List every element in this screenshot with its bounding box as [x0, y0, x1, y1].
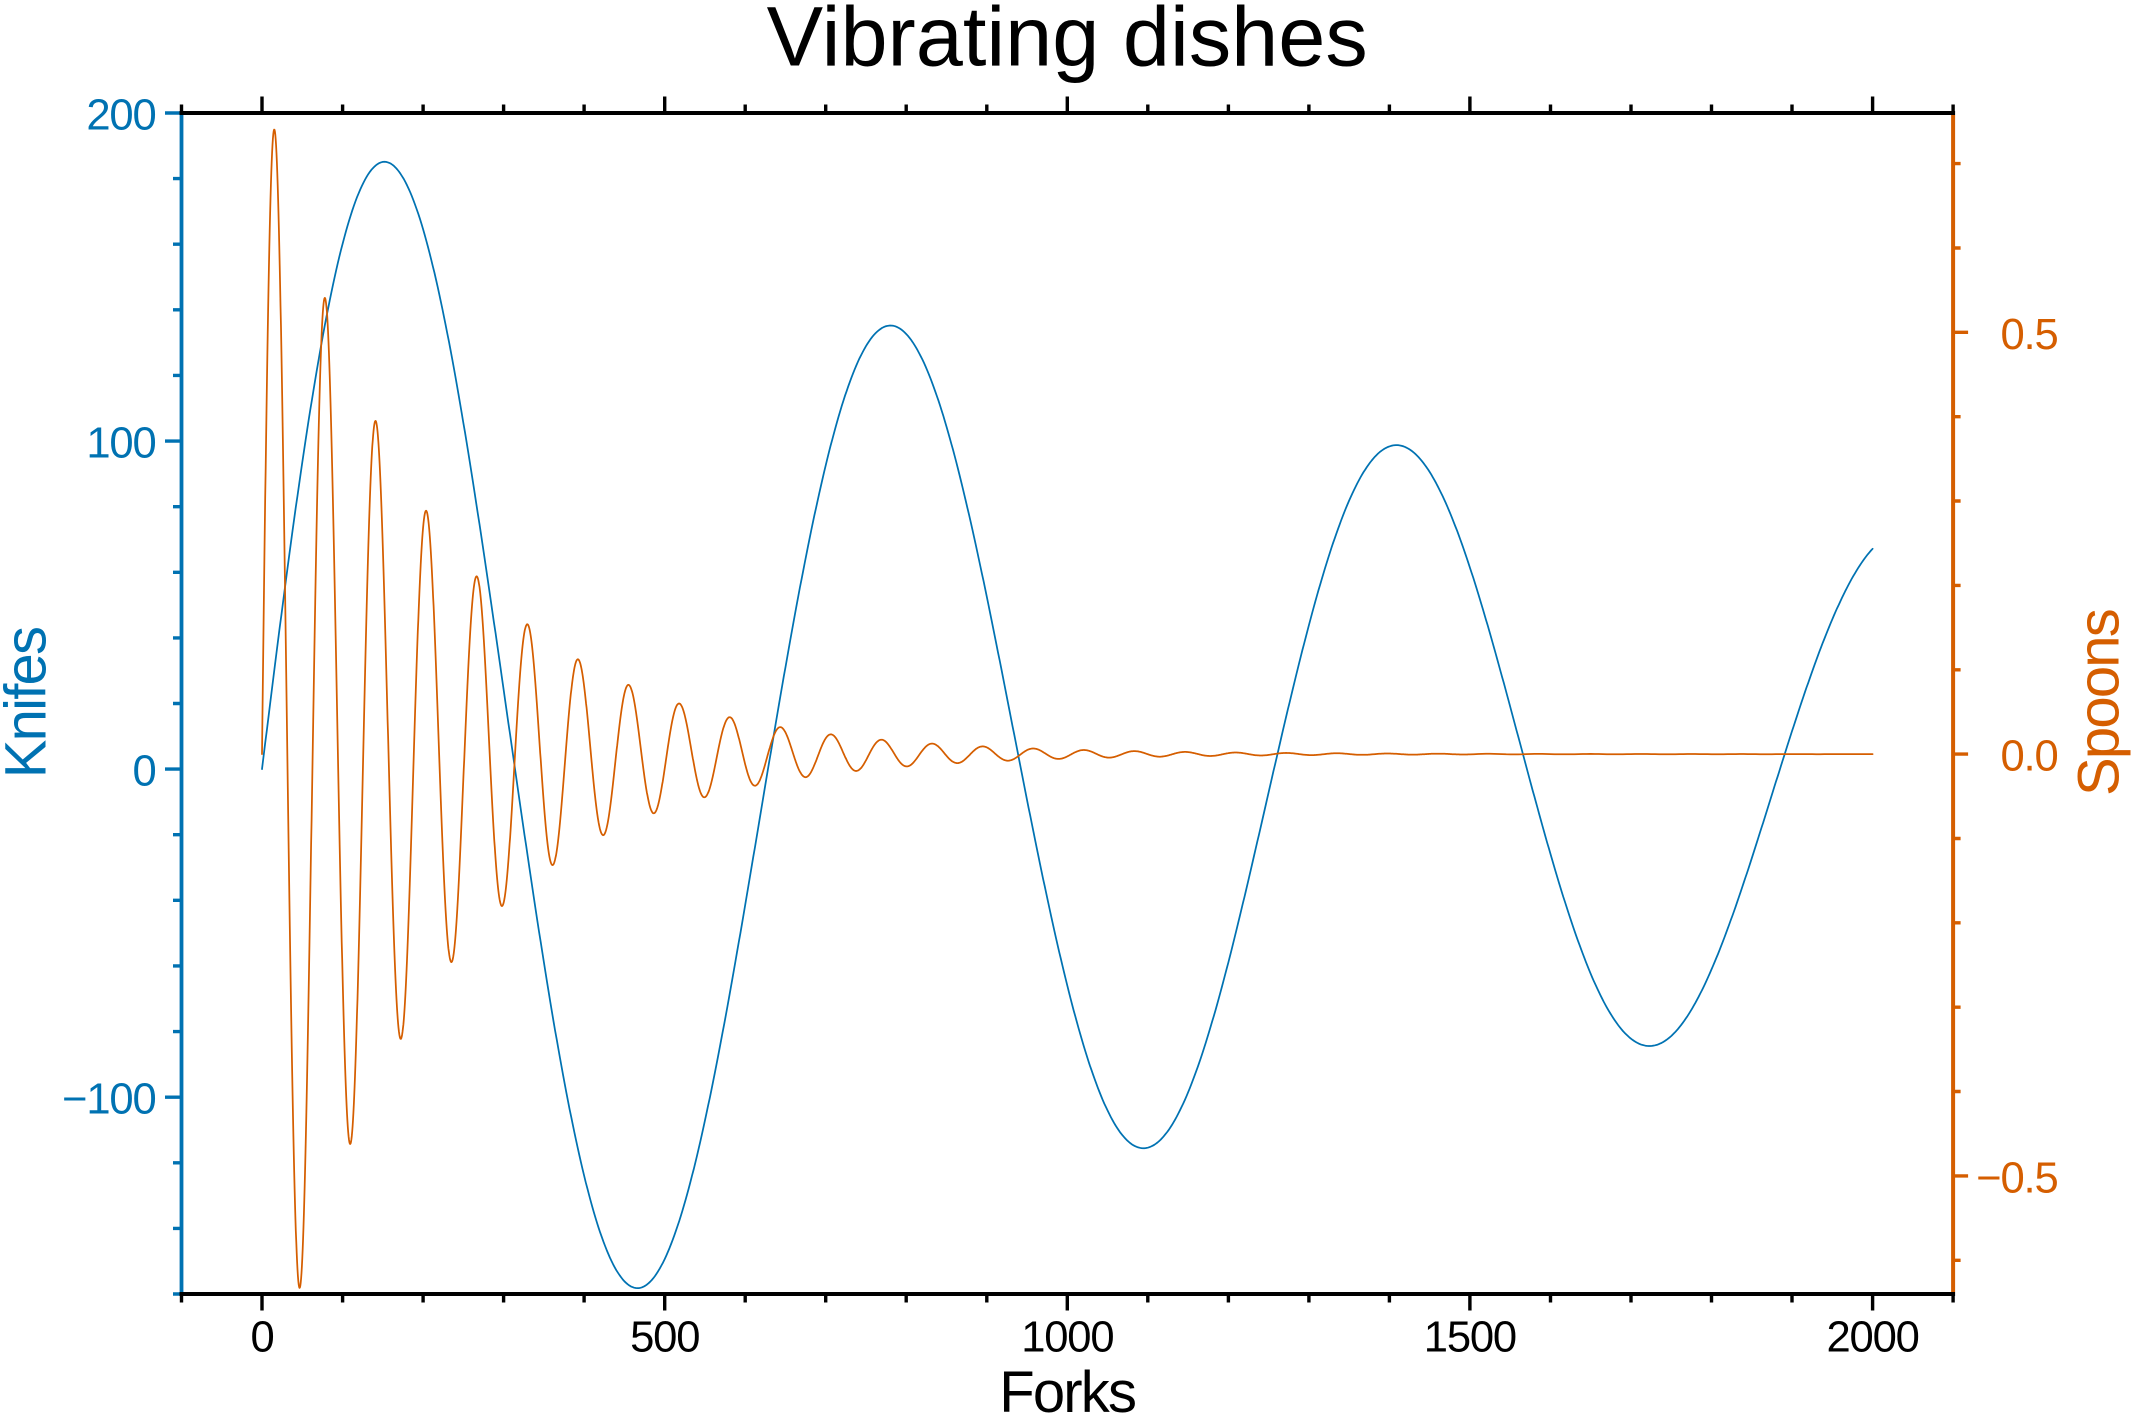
svg-text:Knifes: Knifes: [0, 628, 59, 778]
svg-text:0: 0: [250, 1314, 273, 1362]
svg-text:Spoons: Spoons: [2067, 610, 2132, 796]
svg-text:2000: 2000: [1827, 1314, 1919, 1362]
svg-text:−100: −100: [62, 1076, 155, 1124]
svg-text:0.0: 0.0: [2000, 733, 2057, 781]
svg-text:0.5: 0.5: [2000, 311, 2057, 359]
svg-text:−0.5: −0.5: [1976, 1154, 2057, 1202]
svg-text:Forks: Forks: [999, 1360, 1135, 1417]
svg-text:200: 200: [86, 92, 155, 140]
svg-text:1500: 1500: [1424, 1314, 1516, 1362]
svg-text:100: 100: [86, 420, 155, 468]
svg-text:500: 500: [630, 1314, 699, 1362]
svg-text:1000: 1000: [1021, 1314, 1113, 1362]
svg-text:Vibrating dishes: Vibrating dishes: [767, 0, 1368, 83]
svg-text:0: 0: [132, 748, 155, 796]
